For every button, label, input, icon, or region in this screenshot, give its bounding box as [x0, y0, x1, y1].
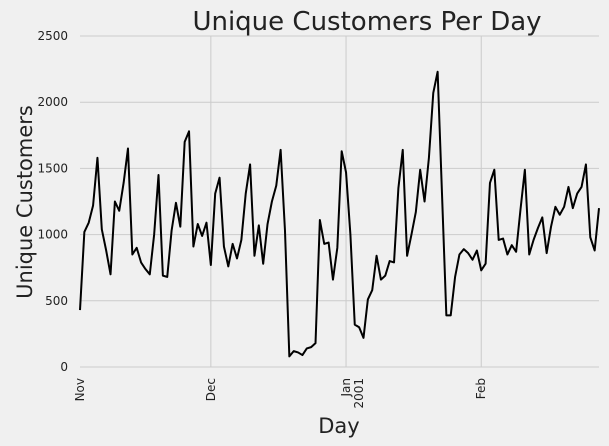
- y-tick-label: 1500: [37, 161, 68, 175]
- x-tick-label: Feb: [474, 378, 488, 399]
- y-tick-label: 2000: [37, 95, 68, 109]
- y-axis-label: Unique Customers: [13, 105, 37, 299]
- y-tick-label: 2500: [37, 29, 68, 43]
- chart-title: Unique Customers Per Day: [192, 7, 541, 37]
- x-tick-sublabel: 2001: [352, 378, 366, 409]
- grid-lines: [80, 35, 599, 368]
- x-tick-labels: Nov Dec Jan 2001 Feb: [73, 378, 488, 409]
- series-line: [79, 70, 600, 358]
- x-axis-label: Day: [318, 414, 359, 438]
- y-tick-label: 0: [60, 360, 68, 374]
- y-tick-label: 500: [45, 294, 68, 308]
- x-tick-label: Jan: [339, 378, 353, 398]
- x-tick-label: Nov: [73, 378, 87, 401]
- y-tick-label: 1000: [37, 228, 68, 242]
- x-tick-label: Dec: [204, 378, 218, 401]
- y-tick-labels: 0 500 1000 1500 2000 2500: [37, 29, 68, 374]
